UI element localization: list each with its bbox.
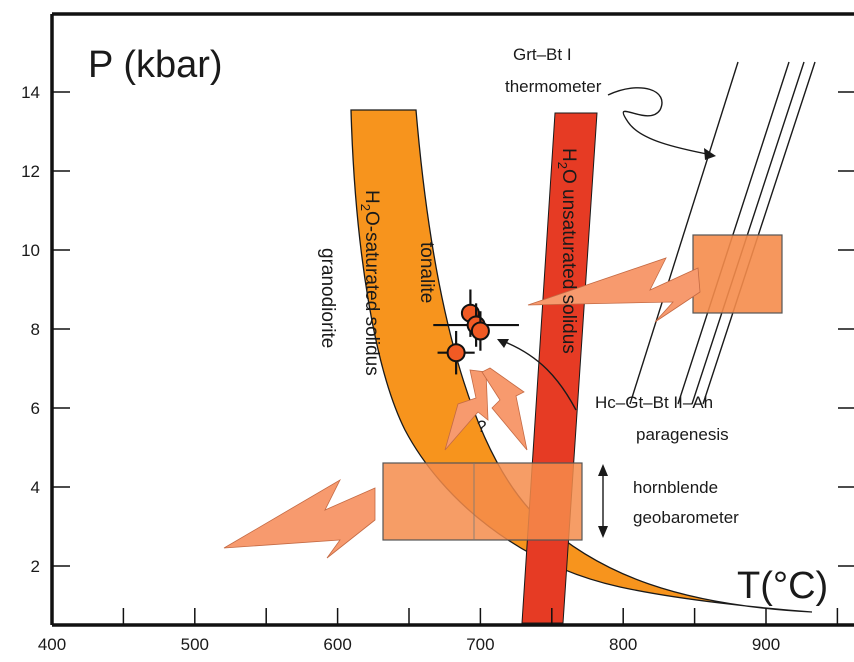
x-tick-label: 700 — [466, 635, 494, 654]
leader-lines — [499, 87, 713, 532]
hc-gt-label-line1: Hc–Gt–Bt II–Ah — [595, 393, 713, 412]
h2o-saturated-label: H2O-saturated solidus — [358, 190, 382, 376]
y-tick-label: 14 — [21, 83, 40, 102]
y-tick-label: 8 — [31, 320, 40, 339]
y-tick-label: 4 — [31, 478, 40, 497]
data-point — [470, 311, 490, 351]
hc-gt-leader — [499, 339, 577, 411]
thermometer-line-3 — [691, 61, 805, 405]
point-marker — [446, 343, 466, 363]
x-tick-label: 600 — [323, 635, 351, 654]
y-tick-label: 10 — [21, 241, 40, 260]
thermometer-lines — [629, 61, 816, 405]
thermometer-line-2 — [677, 61, 790, 405]
grt-bt-leader — [607, 87, 713, 156]
x-tick-label: 500 — [181, 635, 209, 654]
arrows — [223, 257, 701, 559]
hc-gt-arrowhead — [497, 339, 509, 348]
hornblende-label-line2: geobarometer — [633, 508, 739, 527]
arrow-down-left — [444, 369, 489, 451]
grt-bt-label-line2: thermometer — [505, 77, 602, 96]
hornblende-box — [382, 462, 583, 541]
y-tick-label: 2 — [31, 557, 40, 576]
leader-arrowheads — [497, 148, 716, 538]
y-tick-label: 6 — [31, 399, 40, 418]
x-tick-label: 400 — [38, 635, 66, 654]
range-arrowhead-bottom — [598, 526, 608, 538]
thermometer-line-4 — [702, 61, 816, 405]
plot-frame — [50, 12, 854, 627]
h2o-unsaturated-label: H2O unsaturated solidus — [555, 148, 579, 354]
x-tick-label: 900 — [752, 635, 780, 654]
arrow-from-grt-box — [527, 257, 701, 323]
y-axis-title: P (kbar) — [88, 44, 223, 86]
point-marker — [470, 321, 490, 341]
grt-bt-box — [692, 234, 783, 314]
thermometer-line-1 — [629, 61, 739, 405]
axes: 400 500 600 700 800 900 2 4 6 8 10 12 14 — [21, 83, 854, 654]
hornblende-label-line1: hornblende — [633, 478, 718, 497]
data-points — [433, 289, 519, 375]
tonalite-label: tonalite — [416, 242, 437, 303]
arrow-from-hornblende-box — [223, 478, 376, 559]
granodiorite-label: granodiorite — [317, 248, 338, 348]
hornblende-rect — [382, 462, 583, 541]
arrow-down-right — [481, 367, 528, 451]
x-tick-label: 800 — [609, 635, 637, 654]
data-point — [437, 330, 475, 375]
question-mark: ? — [477, 417, 486, 436]
grt-bt-arrowhead — [704, 148, 716, 160]
grt-bt-label-line1: Grt–Bt I — [513, 45, 572, 64]
range-arrowhead-top — [598, 464, 608, 476]
y-tick-label: 12 — [21, 162, 40, 181]
hc-gt-label-line2: paragenesis — [636, 425, 729, 444]
x-axis-title: T(°C) — [737, 565, 828, 607]
